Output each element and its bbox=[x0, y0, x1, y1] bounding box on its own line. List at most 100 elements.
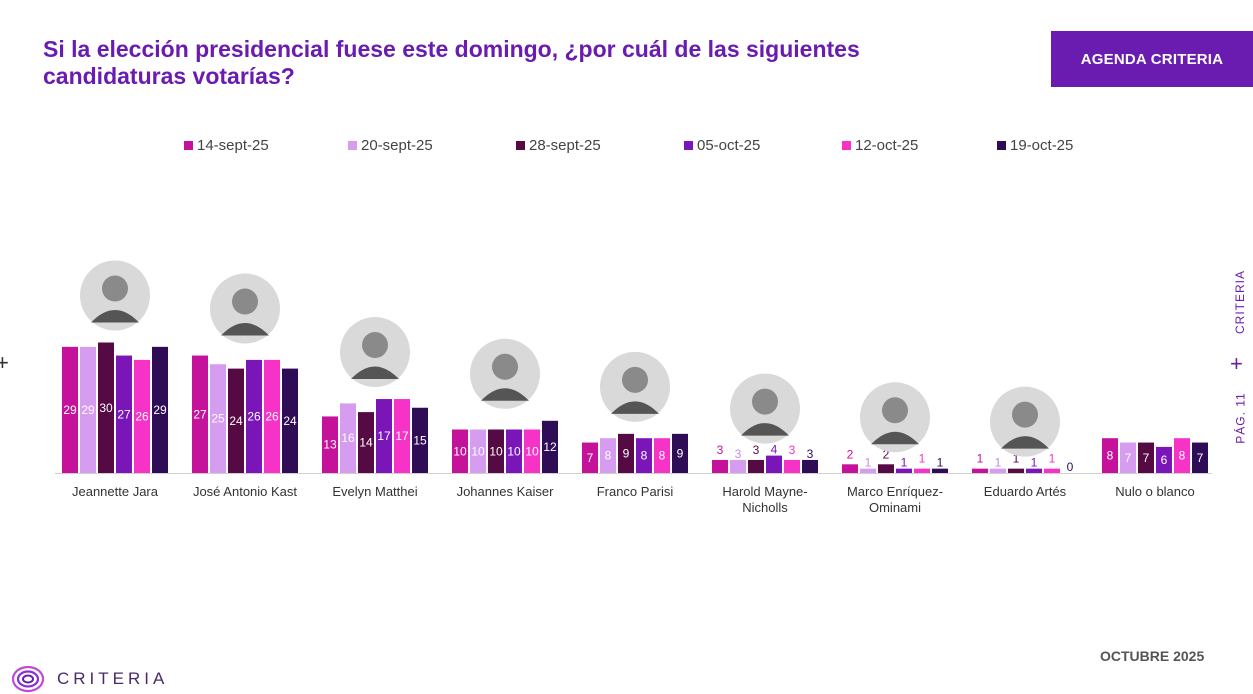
category-label-line: Harold Mayne- bbox=[722, 484, 807, 499]
data-label: 2 bbox=[883, 447, 890, 461]
bar bbox=[1156, 446, 1172, 473]
category-label: Harold Mayne-Nicholls bbox=[722, 484, 807, 515]
bar bbox=[340, 403, 356, 473]
bar bbox=[192, 355, 208, 473]
data-label: 10 bbox=[453, 444, 467, 458]
bar bbox=[412, 407, 428, 473]
data-label: 10 bbox=[471, 444, 485, 458]
data-label: 3 bbox=[735, 447, 742, 461]
candidate-photo bbox=[210, 273, 280, 344]
bar bbox=[1026, 468, 1042, 473]
photo-head bbox=[102, 275, 128, 302]
bar bbox=[712, 459, 728, 473]
data-label: 7 bbox=[1197, 451, 1204, 465]
bar bbox=[654, 438, 670, 473]
photo-shoulders bbox=[351, 366, 399, 380]
bar bbox=[636, 438, 652, 473]
bar bbox=[542, 420, 558, 473]
photo-head bbox=[362, 332, 388, 359]
bar bbox=[1192, 442, 1208, 473]
category-label: Nulo o blanco bbox=[1115, 484, 1195, 499]
data-label: 6 bbox=[1161, 453, 1168, 467]
bar bbox=[524, 429, 540, 473]
data-label: 29 bbox=[81, 403, 95, 417]
data-label: 8 bbox=[605, 449, 612, 463]
category-label: Franco Parisi bbox=[597, 484, 674, 499]
photo-head bbox=[882, 397, 908, 424]
legend-swatch bbox=[684, 141, 693, 150]
category-label-line: José Antonio Kast bbox=[193, 484, 297, 499]
bar bbox=[470, 429, 486, 473]
data-label: 10 bbox=[507, 444, 521, 458]
data-label: 1 bbox=[1049, 452, 1056, 466]
data-label: 7 bbox=[1143, 451, 1150, 465]
candidate-photo bbox=[990, 386, 1060, 457]
legend-swatch bbox=[997, 141, 1006, 150]
chart-legend: 14-sept-25 20-sept-25 28-sept-25 05-oct-25 1… bbox=[0, 137, 1253, 157]
photo-head bbox=[1012, 401, 1038, 428]
criteria-logo-text: CRITERIA bbox=[57, 669, 169, 688]
data-label: 0 bbox=[1067, 460, 1074, 474]
bar bbox=[672, 433, 688, 473]
bar bbox=[1008, 468, 1024, 473]
data-label: 1 bbox=[995, 456, 1002, 470]
plus-icon: + bbox=[0, 350, 9, 375]
legend-label: 05-oct-25 bbox=[697, 137, 761, 154]
candidate-photo bbox=[470, 338, 540, 409]
bar bbox=[1102, 438, 1118, 473]
data-label: 16 bbox=[341, 431, 355, 445]
data-label: 1 bbox=[1013, 452, 1020, 466]
data-label: 24 bbox=[229, 414, 243, 428]
legend-item: 12-oct-25 bbox=[842, 137, 918, 154]
data-label: 3 bbox=[753, 443, 760, 457]
data-label: 1 bbox=[901, 456, 908, 470]
data-label: 26 bbox=[247, 409, 261, 423]
bar bbox=[228, 368, 244, 473]
plus-icon: + bbox=[1230, 351, 1243, 376]
data-label: 29 bbox=[153, 403, 167, 417]
bar bbox=[842, 464, 858, 473]
report-date: OCTUBRE 2025 bbox=[1100, 648, 1205, 664]
bar bbox=[766, 455, 782, 473]
data-label: 17 bbox=[377, 429, 391, 443]
category-label-line: Evelyn Matthei bbox=[332, 484, 417, 499]
legend-item: 05-oct-25 bbox=[684, 137, 760, 154]
legend-label: 19-oct-25 bbox=[1010, 137, 1074, 154]
category-label: Marco Enríquez-Ominami bbox=[847, 484, 943, 515]
data-label: 1 bbox=[977, 452, 984, 466]
data-label: 17 bbox=[395, 429, 409, 443]
bar bbox=[618, 433, 634, 473]
bar bbox=[600, 438, 616, 473]
category-label: José Antonio Kast bbox=[193, 484, 297, 499]
photo-shoulders bbox=[871, 431, 919, 445]
legend-label: 14-sept-25 bbox=[197, 137, 269, 154]
data-label: 13 bbox=[323, 438, 337, 452]
bar bbox=[134, 359, 150, 473]
legend-label: 28-sept-25 bbox=[529, 137, 601, 154]
data-label: 10 bbox=[489, 444, 503, 458]
data-label: 3 bbox=[789, 443, 796, 457]
category-label-line: Jeannette Jara bbox=[72, 484, 159, 499]
candidate-photo bbox=[860, 382, 930, 453]
bar bbox=[1044, 468, 1060, 473]
category-label-line: Ominami bbox=[869, 500, 921, 515]
data-label: 15 bbox=[413, 433, 427, 447]
category-label-line: Nicholls bbox=[742, 500, 788, 515]
bar bbox=[730, 459, 746, 473]
data-label: 3 bbox=[717, 443, 724, 457]
bar bbox=[802, 459, 818, 473]
data-label: 4 bbox=[771, 443, 778, 457]
bar bbox=[896, 468, 912, 473]
data-label: 1 bbox=[937, 456, 944, 470]
legend-label: 12-oct-25 bbox=[855, 137, 919, 154]
data-label: 8 bbox=[659, 449, 666, 463]
data-label: 26 bbox=[135, 409, 149, 423]
candidate-photo bbox=[600, 351, 670, 422]
agenda-criteria-badge[interactable]: AGENDA CRITERIA bbox=[1051, 31, 1253, 87]
photo-shoulders bbox=[1001, 436, 1049, 449]
criteria-logo: CRITERIA bbox=[11, 665, 168, 693]
bar bbox=[80, 346, 96, 473]
bar bbox=[1138, 442, 1154, 473]
photo-head bbox=[752, 388, 778, 415]
